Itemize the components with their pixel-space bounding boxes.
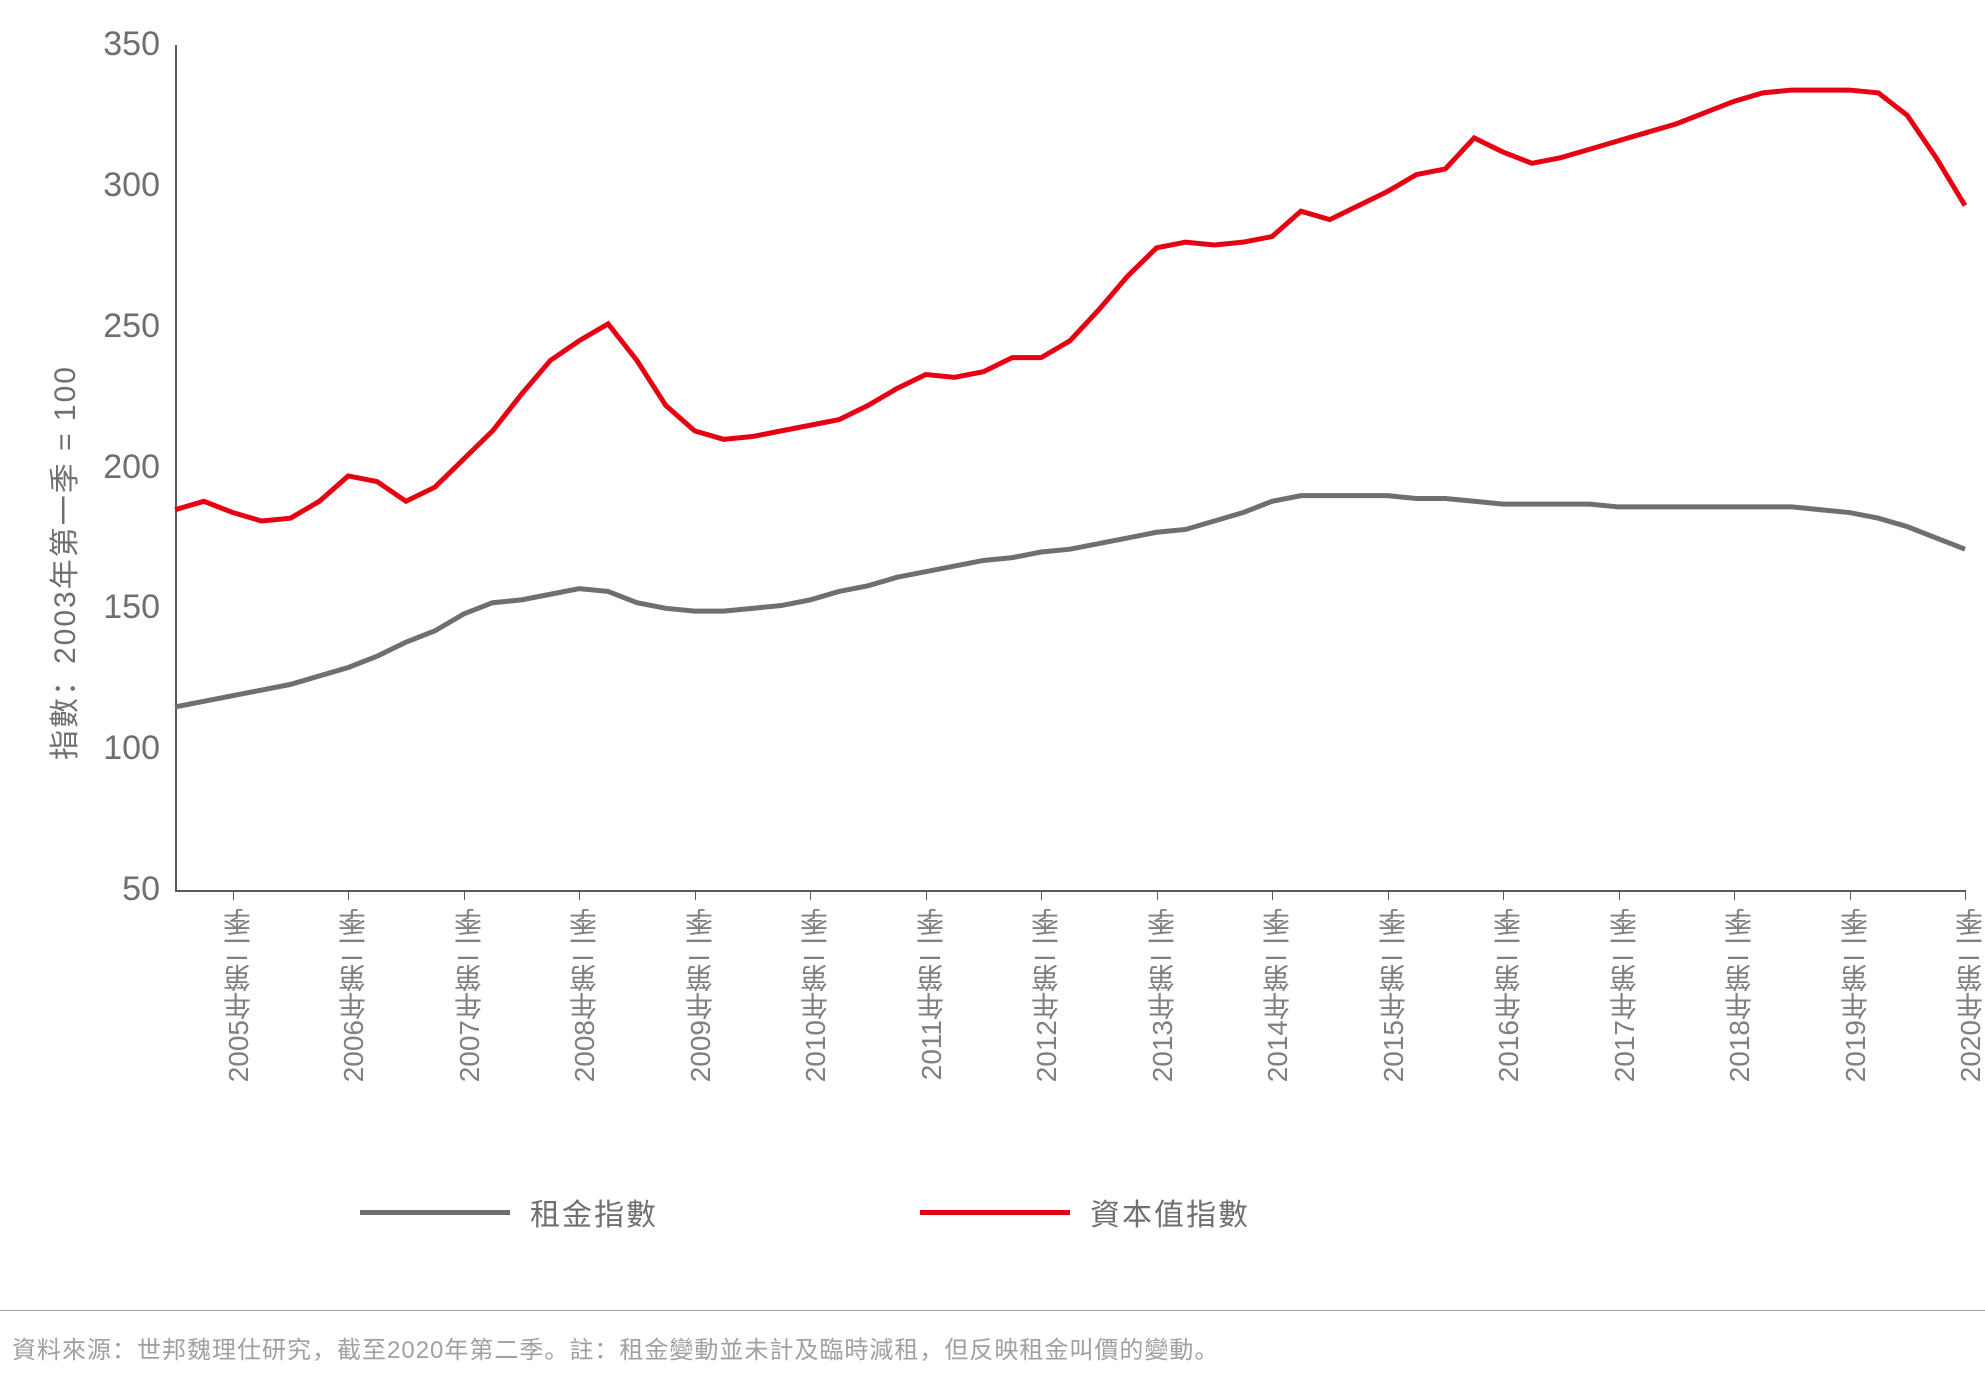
x-tick-label: 2005年第二季 xyxy=(219,908,259,1082)
legend-label: 租金指數 xyxy=(530,1190,658,1234)
x-tick-mark xyxy=(926,890,927,900)
series-資本值指數 xyxy=(175,90,1965,521)
series-租金指數 xyxy=(175,496,1965,707)
x-tick-mark xyxy=(1388,890,1389,900)
y-tick-label: 150 xyxy=(70,588,160,627)
x-tick-label: 2019年第二季 xyxy=(1836,908,1876,1082)
x-tick-label: 2006年第二季 xyxy=(334,908,374,1082)
y-tick-label: 250 xyxy=(70,307,160,346)
x-tick-mark xyxy=(1503,890,1504,900)
x-tick-label: 2017年第二季 xyxy=(1605,908,1645,1082)
x-tick-label: 2007年第二季 xyxy=(450,908,490,1082)
legend-swatch xyxy=(920,1210,1070,1215)
line-chart: 指數：2003年第一季 = 100 50100150200250300350 2… xyxy=(0,0,1985,1388)
x-tick-mark xyxy=(1157,890,1158,900)
x-tick-label: 2010年第二季 xyxy=(796,908,836,1082)
x-tick-label: 2009年第二季 xyxy=(681,908,721,1082)
x-tick-mark xyxy=(810,890,811,900)
y-tick-label: 50 xyxy=(70,870,160,909)
x-tick-label: 2011年第二季 xyxy=(912,908,952,1080)
legend-label: 資本值指數 xyxy=(1090,1190,1250,1234)
x-tick-label: 2013年第二季 xyxy=(1143,908,1183,1082)
footer-source: 資料來源：世邦魏理仕研究，截至2020年第二季。註：租金變動並未計及臨時減租，但… xyxy=(12,1330,1219,1365)
x-tick-label: 2018年第二季 xyxy=(1720,908,1760,1082)
footer-divider xyxy=(0,1310,1985,1311)
x-tick-mark xyxy=(1850,890,1851,900)
legend-item: 租金指數 xyxy=(360,1190,658,1234)
plot-area xyxy=(0,0,1985,1388)
x-tick-mark xyxy=(233,890,234,900)
x-tick-label: 2014年第二季 xyxy=(1258,908,1298,1082)
x-tick-label: 2008年第二季 xyxy=(565,908,605,1082)
y-tick-label: 350 xyxy=(70,25,160,64)
x-tick-label: 2016年第二季 xyxy=(1489,908,1529,1082)
y-tick-label: 100 xyxy=(70,729,160,768)
legend-item: 資本值指數 xyxy=(920,1190,1250,1234)
x-tick-mark xyxy=(695,890,696,900)
x-tick-mark xyxy=(464,890,465,900)
x-tick-mark xyxy=(1272,890,1273,900)
x-tick-mark xyxy=(348,890,349,900)
x-tick-mark xyxy=(1041,890,1042,900)
x-tick-label: 2012年第二季 xyxy=(1027,908,1067,1082)
x-tick-mark xyxy=(1965,890,1966,900)
x-tick-mark xyxy=(1619,890,1620,900)
y-tick-label: 300 xyxy=(70,166,160,205)
x-tick-mark xyxy=(579,890,580,900)
x-tick-label: 2020年第二季 xyxy=(1951,908,1985,1082)
x-tick-mark xyxy=(1734,890,1735,900)
y-tick-label: 200 xyxy=(70,448,160,487)
legend-swatch xyxy=(360,1210,510,1215)
x-tick-label: 2015年第二季 xyxy=(1374,908,1414,1082)
